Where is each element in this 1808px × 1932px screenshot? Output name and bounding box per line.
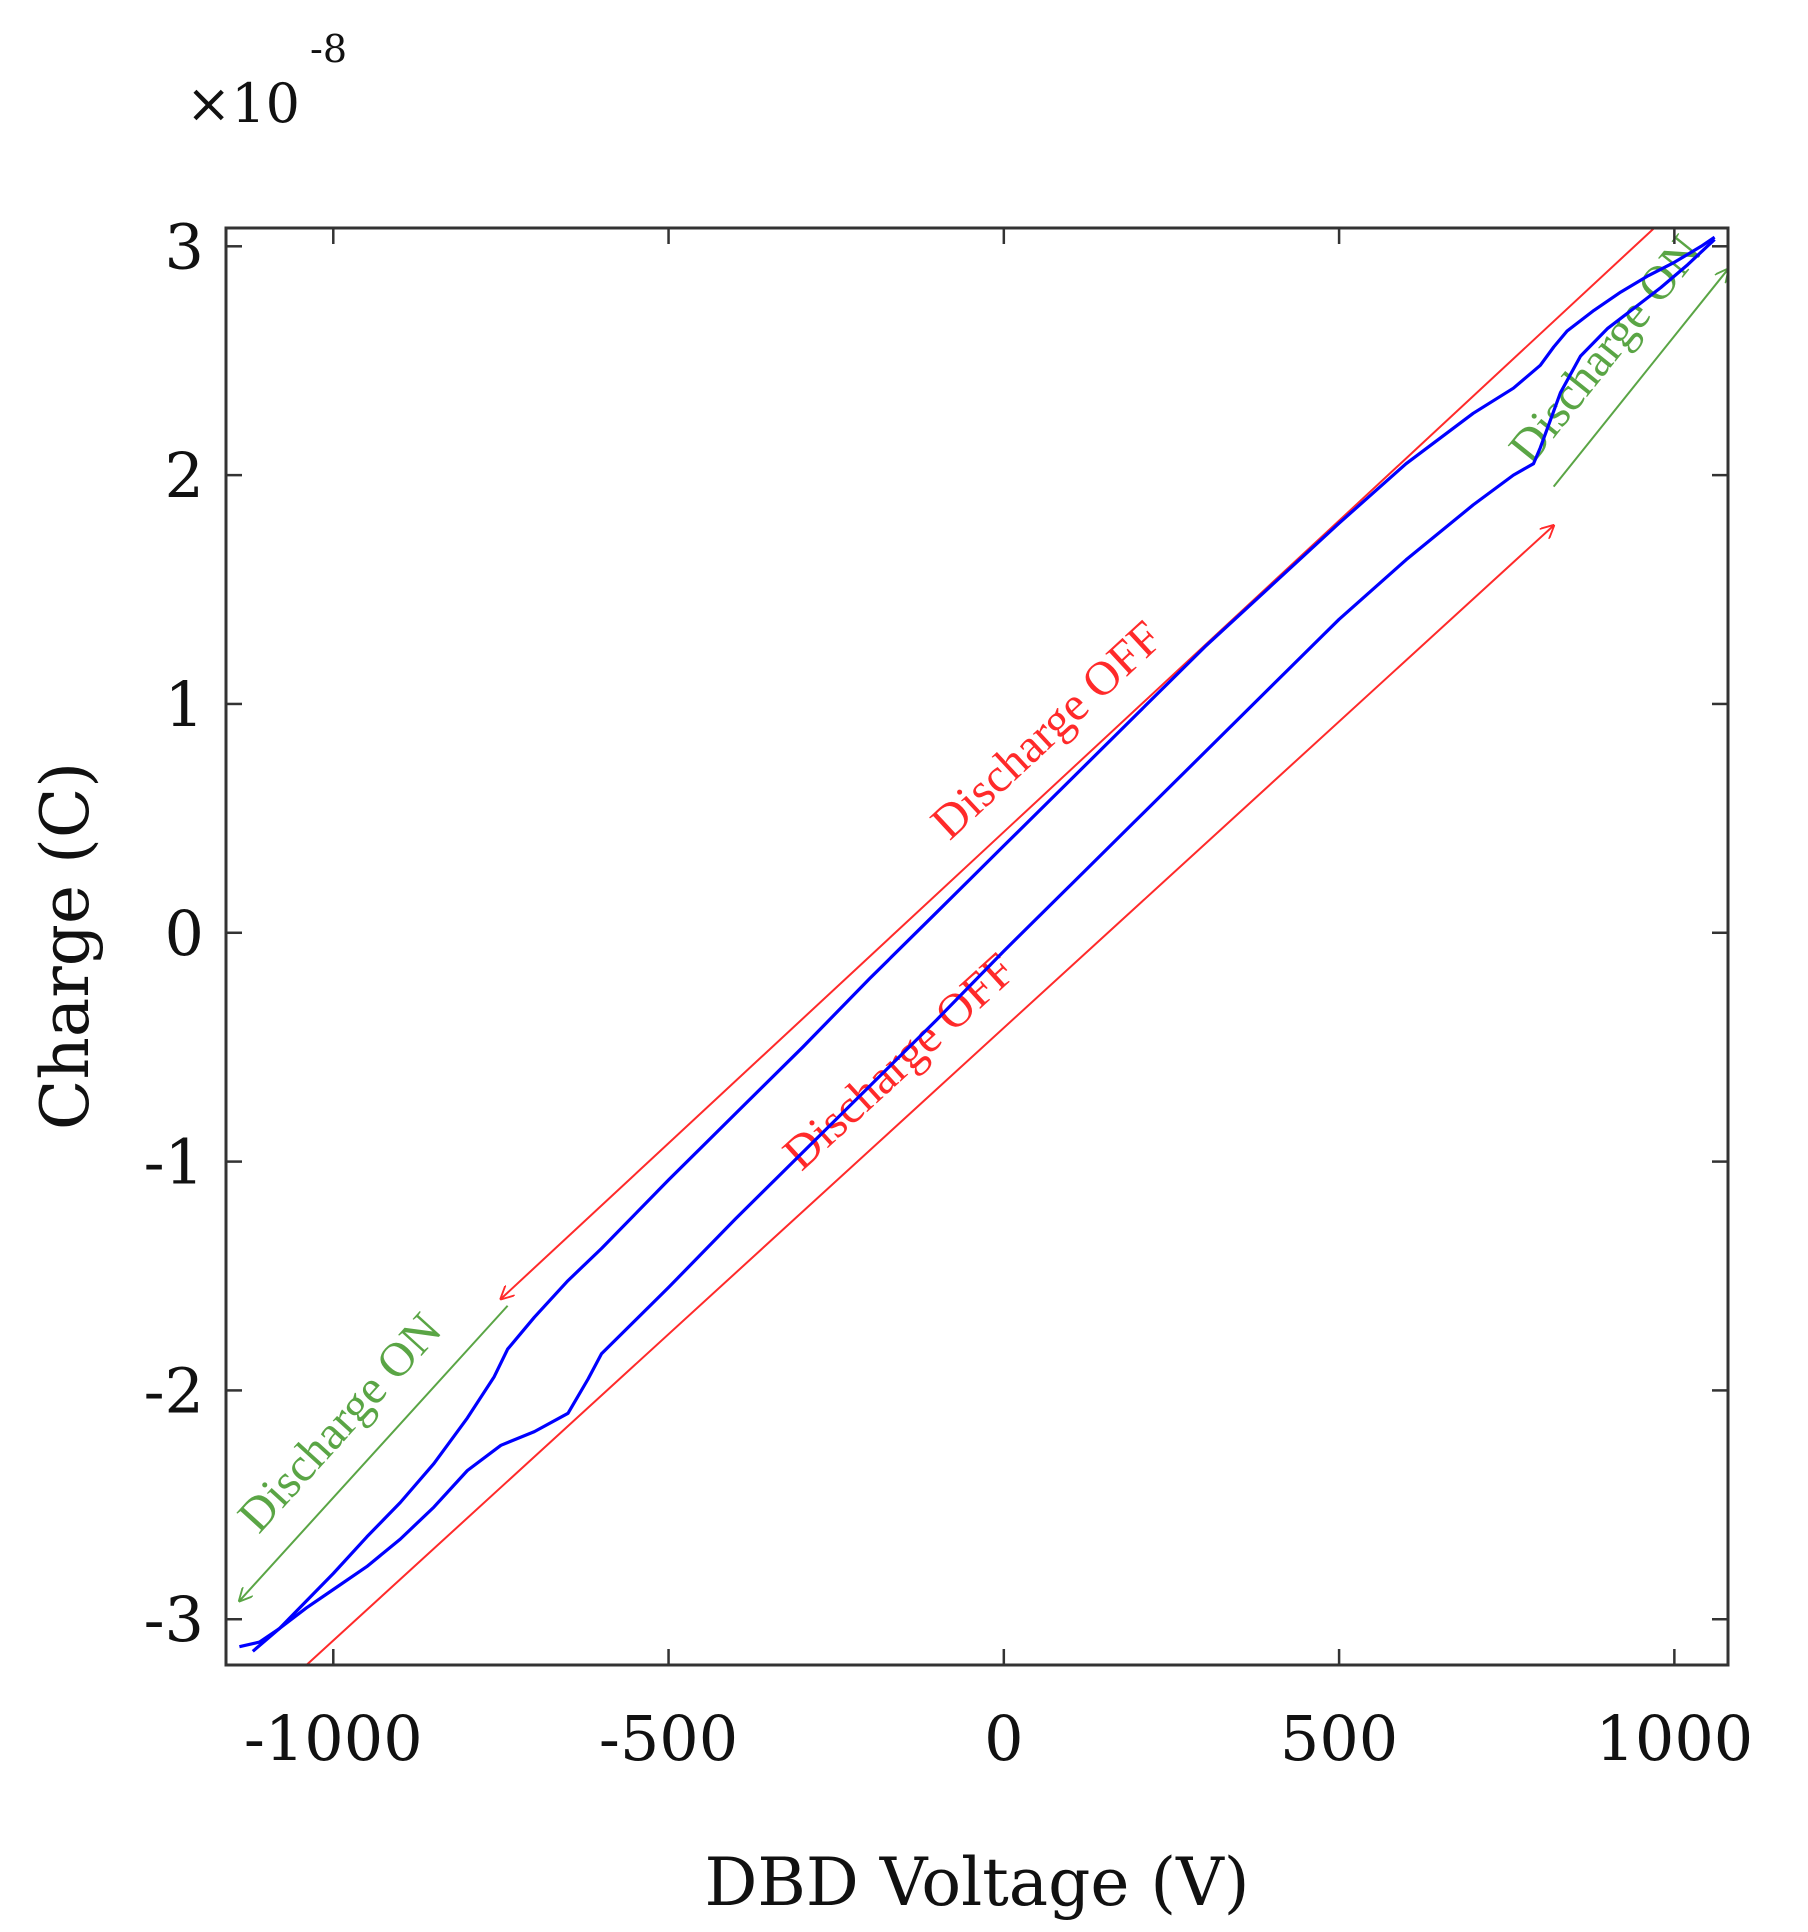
annotation-arrow-4	[1552, 269, 1728, 488]
y-tick-label: 0	[165, 897, 204, 970]
y-axis-title: Charge (C)	[27, 762, 104, 1130]
annotation-label-4: Discharge ON	[1499, 226, 1712, 474]
y-tick-label: -3	[144, 1583, 204, 1656]
y-multiplier-exponent: -8	[310, 27, 347, 71]
x-tick-label: -1000	[244, 1702, 423, 1775]
y-tick-label: 2	[165, 439, 204, 512]
annotation-arrow-1	[501, 227, 1655, 1299]
y-tick-label: -2	[144, 1354, 204, 1427]
plot-frame	[224, 226, 1730, 1667]
annotation-label-3: Discharge ON	[228, 1303, 452, 1542]
x-tick-label: -500	[599, 1702, 738, 1775]
y-multiplier-base: ×10	[186, 72, 300, 135]
x-axis-title: DBD Voltage (V)	[704, 1844, 1249, 1921]
x-tick-label: 500	[1280, 1702, 1398, 1775]
annotation-label-1: Discharge OFF	[921, 611, 1172, 850]
x-tick-label: 1000	[1595, 1702, 1753, 1775]
ticks-layer: -1000 -500 0 500 1000 -3 -2 -1 0 1 2 3	[144, 210, 1754, 1775]
y-tick-label: -1	[144, 1126, 204, 1199]
y-tick-label: 3	[165, 210, 204, 283]
series-line-1	[239, 235, 1716, 1649]
y-tick-label: 1	[165, 668, 204, 741]
series-line-2	[251, 238, 1716, 1653]
series-layer	[239, 235, 1716, 1653]
x-tick-label: 0	[984, 1702, 1023, 1775]
annotation-arrow-2	[305, 525, 1553, 1666]
annotation-arrow-3	[239, 1305, 509, 1601]
